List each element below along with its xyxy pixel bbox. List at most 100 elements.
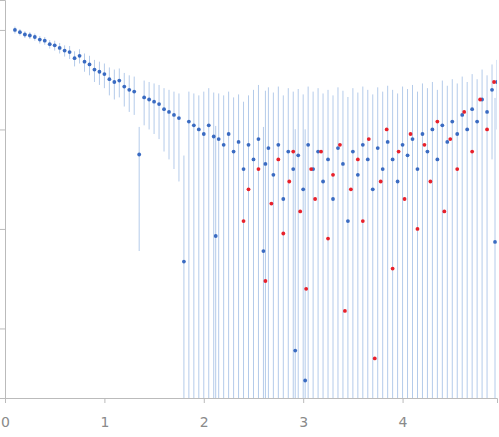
point — [455, 167, 459, 171]
error-bar — [392, 90, 393, 398]
error-bar — [337, 87, 338, 398]
point — [470, 150, 474, 154]
error-bar — [159, 85, 160, 139]
error-bar — [273, 93, 274, 398]
error-bar — [305, 129, 306, 398]
x-tick-label: 3 — [299, 414, 308, 430]
error-bar — [173, 92, 174, 169]
point — [212, 135, 216, 139]
point — [157, 102, 161, 106]
error-bar — [298, 89, 299, 398]
point — [88, 63, 92, 67]
point — [227, 132, 231, 136]
point — [485, 128, 489, 132]
point — [309, 167, 313, 171]
point — [83, 60, 87, 64]
error-bar — [238, 94, 239, 398]
point — [73, 56, 77, 60]
x-tick-label: 0 — [1, 414, 10, 430]
point — [237, 140, 241, 144]
x-tick-label: 1 — [100, 414, 109, 430]
point — [257, 167, 261, 171]
point — [478, 98, 482, 102]
x-tick: 3 — [299, 398, 308, 430]
x-tick-label: 2 — [200, 414, 209, 430]
marks — [13, 27, 497, 398]
error-bar — [215, 126, 216, 398]
point — [112, 80, 116, 84]
point — [269, 202, 273, 206]
y-tick — [0, 30, 5, 31]
point — [177, 116, 181, 120]
error-bar — [233, 97, 234, 398]
point — [296, 153, 300, 157]
points — [242, 80, 496, 360]
point — [53, 43, 57, 47]
point — [298, 210, 302, 214]
error-bar — [402, 87, 403, 398]
error-bar — [407, 89, 408, 398]
x-tick-mark — [303, 398, 304, 403]
error-bar — [124, 73, 125, 107]
point — [386, 140, 390, 144]
point — [343, 309, 347, 313]
point — [423, 143, 427, 147]
point — [492, 80, 496, 84]
point — [470, 107, 474, 111]
point — [381, 167, 385, 171]
point — [319, 150, 323, 154]
error-bar — [323, 93, 324, 398]
point — [117, 79, 121, 83]
error-bar — [333, 95, 334, 398]
point — [287, 180, 291, 184]
point — [197, 128, 201, 132]
error-bar — [169, 90, 170, 160]
error-bar — [492, 64, 493, 159]
point — [232, 150, 236, 154]
error-bar — [482, 70, 483, 398]
point — [38, 38, 42, 42]
error-bar — [129, 75, 130, 112]
point — [182, 260, 186, 264]
point — [257, 137, 261, 141]
point — [217, 137, 221, 141]
error-bar — [382, 92, 383, 398]
y-tick — [0, 229, 5, 230]
point — [102, 72, 106, 76]
y-axis — [0, 1, 6, 399]
point — [301, 187, 305, 191]
point — [167, 110, 171, 114]
point — [440, 123, 444, 127]
point — [435, 158, 439, 162]
point — [356, 158, 360, 162]
point — [321, 180, 325, 184]
point — [367, 137, 371, 141]
point — [291, 167, 295, 171]
point — [303, 379, 307, 383]
point — [429, 180, 433, 184]
point — [271, 173, 275, 177]
error-bar — [178, 93, 179, 181]
x-tick: 2 — [200, 398, 209, 430]
point — [331, 173, 335, 177]
point — [416, 227, 420, 231]
error-bar — [417, 92, 418, 398]
error-bar — [422, 83, 423, 398]
point — [346, 219, 350, 223]
point — [276, 158, 280, 162]
point — [207, 123, 211, 127]
error-bar — [308, 87, 309, 398]
point — [13, 28, 17, 32]
point — [366, 158, 370, 162]
point — [58, 46, 62, 50]
error-bar — [328, 90, 329, 398]
error-bar — [198, 95, 199, 398]
error-bar — [253, 90, 254, 398]
x-axis: 01234 — [1, 398, 497, 430]
x-tick: 0 — [1, 398, 10, 430]
point — [137, 153, 141, 157]
point — [385, 128, 389, 132]
error-bar — [223, 95, 224, 398]
point — [361, 219, 365, 223]
error-bar — [139, 127, 140, 251]
